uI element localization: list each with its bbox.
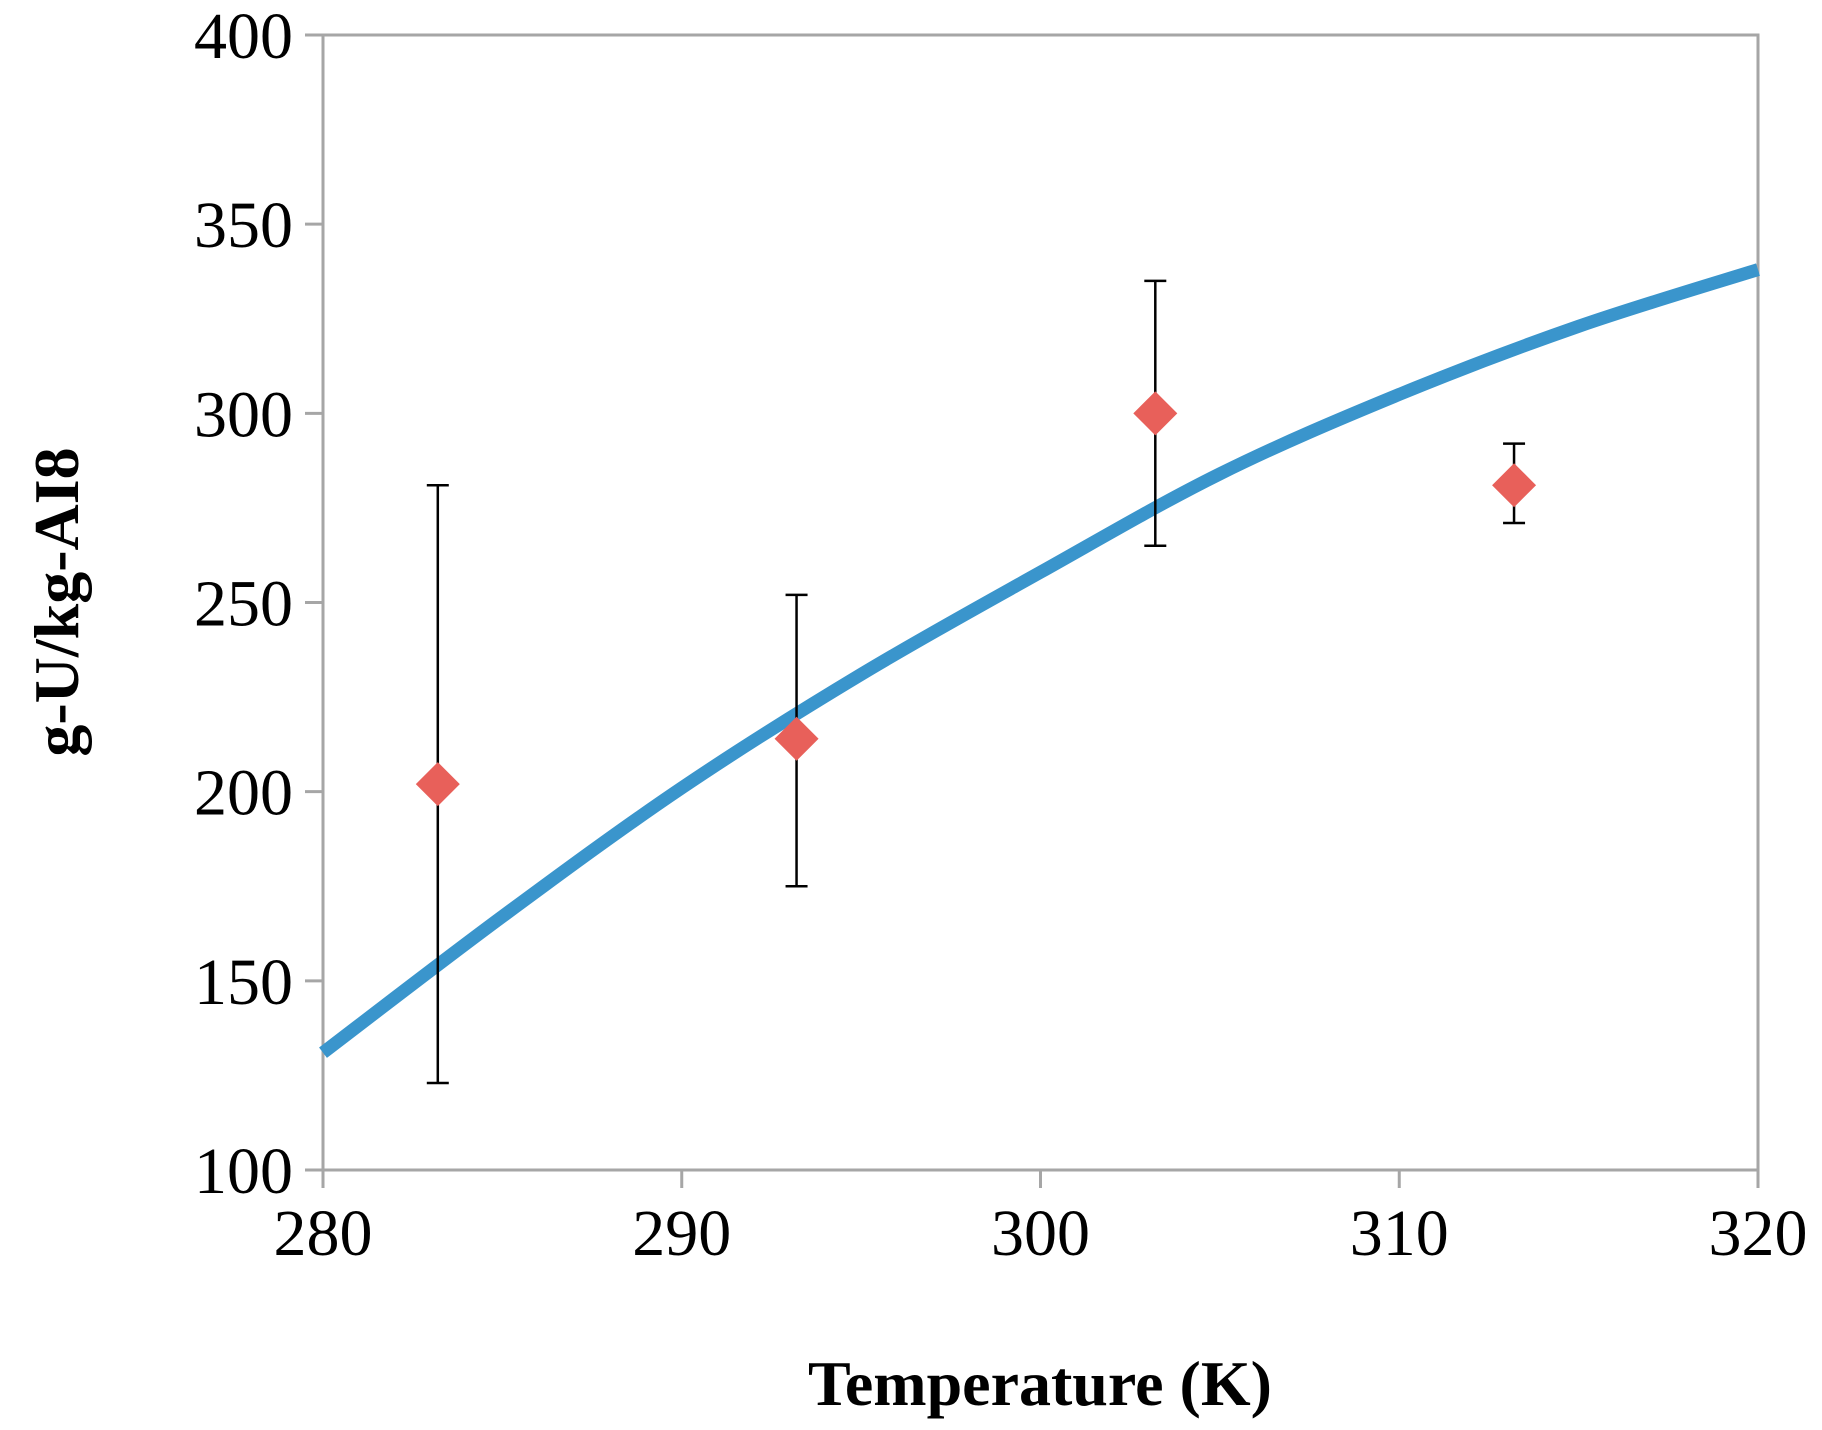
data-point-marker bbox=[1133, 391, 1178, 436]
measured-series bbox=[415, 391, 1537, 807]
model-curve bbox=[319, 263, 1760, 1058]
x-tick-label: 290 bbox=[632, 1197, 731, 1270]
y-tick-label: 350 bbox=[194, 189, 293, 262]
y-tick-label: 400 bbox=[194, 0, 293, 73]
plot-frame bbox=[321, 33, 1760, 1172]
y-axis-ticks: 100 150 200 250 300 350 400 bbox=[194, 0, 323, 1208]
x-axis-title: Temperature (K) bbox=[808, 1348, 1272, 1419]
x-tick-label: 300 bbox=[991, 1197, 1090, 1270]
y-tick-label: 150 bbox=[194, 946, 293, 1019]
y-tick-label: 200 bbox=[194, 757, 293, 830]
x-axis-ticks: 280 290 300 310 320 bbox=[274, 1170, 1808, 1270]
axes bbox=[321, 33, 1760, 1172]
y-tick-label: 250 bbox=[194, 568, 293, 641]
error-bars bbox=[426, 279, 1526, 1085]
x-tick-label: 310 bbox=[1350, 1197, 1449, 1270]
x-tick-label: 280 bbox=[274, 1197, 373, 1270]
y-tick-label: 300 bbox=[194, 378, 293, 451]
data-point-marker bbox=[774, 716, 819, 761]
x-tick-label: 320 bbox=[1709, 1197, 1808, 1270]
y-tick-label: 100 bbox=[194, 1135, 293, 1208]
data-point-marker bbox=[1492, 463, 1537, 508]
y-axis-title: g-U/kg-AI8 bbox=[21, 447, 92, 756]
model-series bbox=[319, 263, 1760, 1058]
data-point-marker bbox=[415, 762, 460, 807]
